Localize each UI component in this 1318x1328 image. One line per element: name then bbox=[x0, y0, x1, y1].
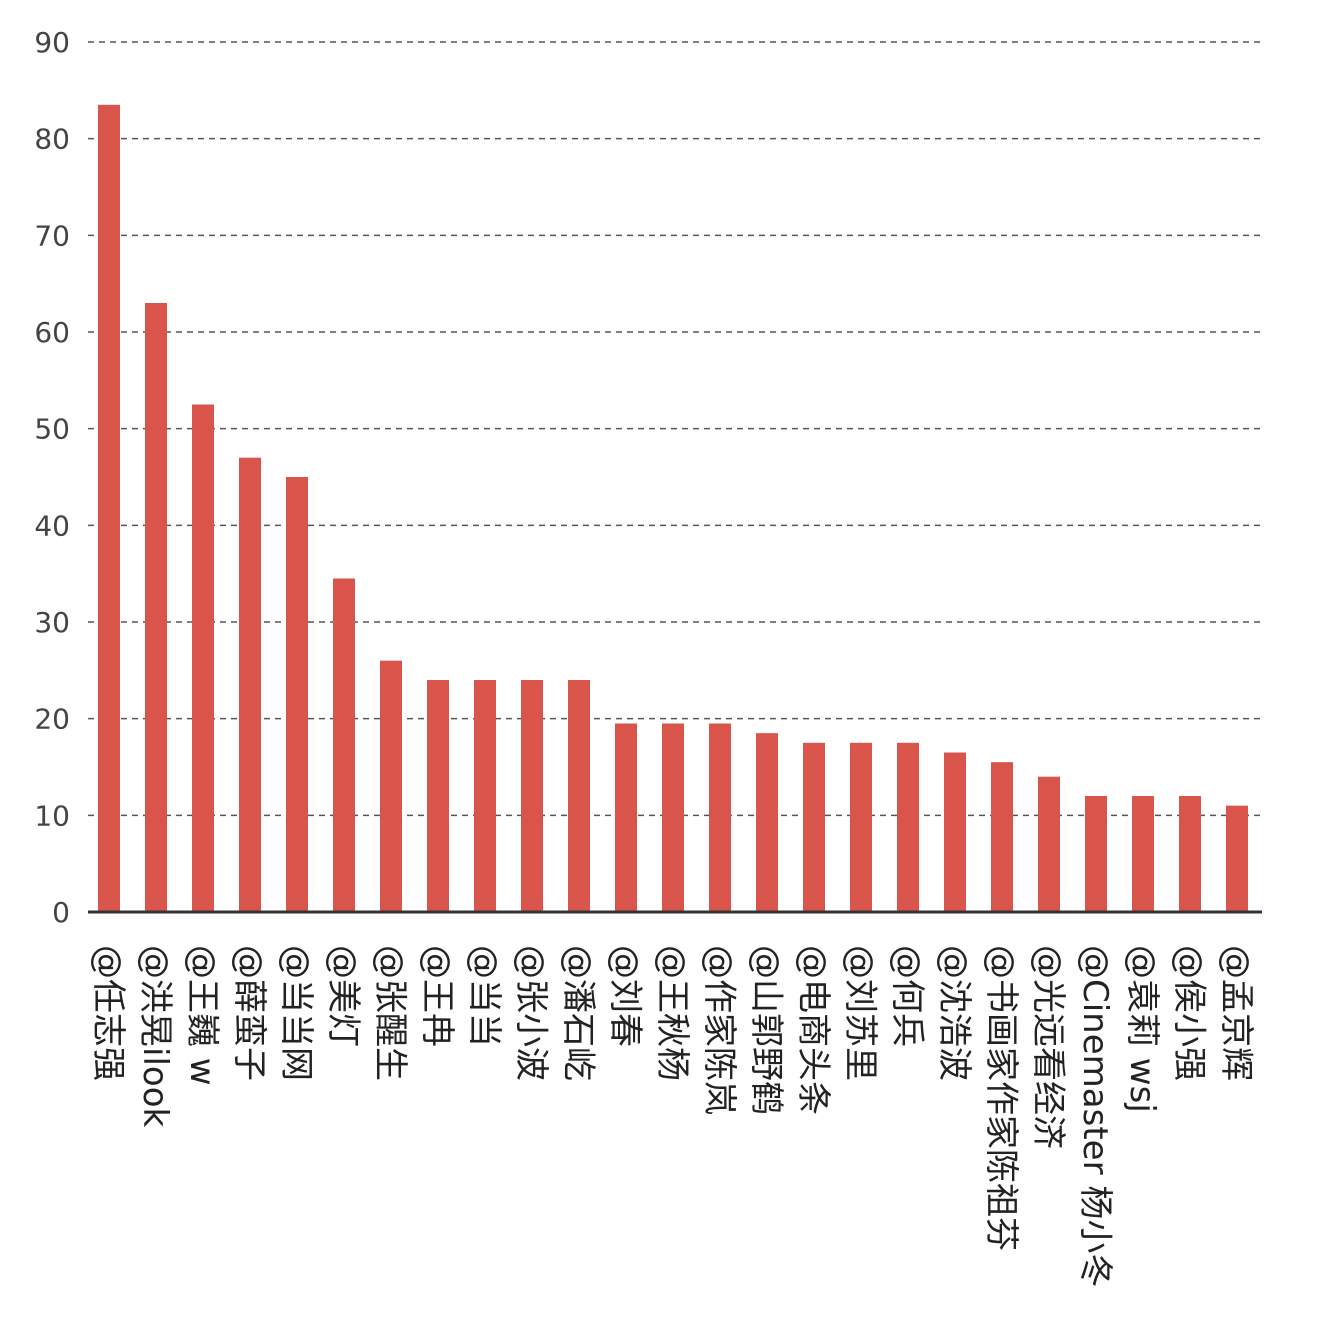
bar-9 bbox=[521, 680, 543, 912]
bar-20 bbox=[1038, 776, 1060, 912]
x-category-label: @张小波 bbox=[511, 945, 551, 1081]
x-category-label: @美灯 bbox=[323, 945, 363, 1047]
bar-10 bbox=[568, 680, 590, 912]
bar-8 bbox=[474, 680, 496, 912]
y-tick-label: 10 bbox=[34, 799, 70, 832]
x-category-label: @沈浩波 bbox=[934, 945, 974, 1081]
x-category-label: @光远看经济 bbox=[1028, 945, 1068, 1149]
x-category-label: @任志强 bbox=[88, 945, 128, 1081]
bar-21 bbox=[1085, 796, 1107, 912]
x-category-label: @王冉 bbox=[417, 945, 457, 1047]
bar-22 bbox=[1132, 796, 1154, 912]
y-tick-label: 20 bbox=[34, 703, 70, 736]
y-tick-label: 80 bbox=[34, 123, 70, 156]
y-tick-label: 30 bbox=[34, 606, 70, 639]
bar-16 bbox=[850, 742, 872, 912]
bar-19 bbox=[991, 762, 1013, 912]
bar-13 bbox=[709, 723, 731, 912]
gridlines bbox=[88, 41, 1262, 817]
x-category-label: @潘石屹 bbox=[558, 945, 598, 1081]
bar-2 bbox=[192, 404, 214, 912]
x-category-label: @当当 bbox=[464, 945, 504, 1047]
bar-11 bbox=[615, 723, 637, 912]
x-category-label: @刘春 bbox=[605, 945, 645, 1047]
bar-3 bbox=[239, 457, 261, 912]
x-category-label: @薛蛮子 bbox=[229, 945, 269, 1081]
x-category-label: @王巍 w bbox=[182, 945, 222, 1086]
x-category-label: @孟京辉 bbox=[1216, 945, 1256, 1081]
x-category-label: @电商头条 bbox=[793, 945, 833, 1115]
bar-24 bbox=[1226, 805, 1248, 912]
y-tick-label: 60 bbox=[34, 316, 70, 349]
x-category-label: @王秋杨 bbox=[652, 945, 692, 1081]
bar-4 bbox=[286, 477, 308, 912]
x-category-label: @作家陈岚 bbox=[699, 945, 739, 1115]
x-category-label: @刘苏里 bbox=[840, 945, 880, 1081]
bar-12 bbox=[662, 723, 684, 912]
bar-6 bbox=[380, 660, 402, 912]
bar-14 bbox=[756, 733, 778, 912]
y-tick-label: 0 bbox=[52, 896, 70, 929]
bar-7 bbox=[427, 680, 449, 912]
y-tick-label: 70 bbox=[34, 219, 70, 252]
bar-17 bbox=[897, 742, 919, 912]
category-labels: @任志强 @洪晃ilook @王巍 w @薛蛮子 @当当网 @美灯 @张醒生 @王冉 @当当 @张… bbox=[88, 945, 1256, 1287]
bar-18 bbox=[944, 752, 966, 912]
bar-1 bbox=[145, 303, 167, 912]
bar-5 bbox=[333, 578, 355, 912]
y-tick-label: 90 bbox=[34, 26, 70, 59]
bar-15 bbox=[803, 742, 825, 912]
x-category-label: @当当网 bbox=[276, 945, 316, 1081]
x-category-label: @Cinemaster 杨小冬 bbox=[1075, 945, 1115, 1287]
x-category-label: @何兵 bbox=[887, 945, 927, 1047]
y-tick-label: 40 bbox=[34, 509, 70, 542]
x-category-label: @洪晃ilook bbox=[135, 945, 175, 1127]
x-category-label: @侯小强 bbox=[1169, 945, 1209, 1081]
y-tick-label: 50 bbox=[34, 413, 70, 446]
x-category-label: @张醒生 bbox=[370, 945, 410, 1081]
x-category-label: @袁莉 wsj bbox=[1122, 945, 1162, 1113]
x-category-label: @书画家作家陈祖芬 bbox=[981, 945, 1021, 1251]
bar-0 bbox=[98, 104, 120, 913]
bars bbox=[98, 104, 1248, 913]
y-axis-ticks: 0 10 20 30 40 50 60 70 80 90 bbox=[34, 26, 70, 929]
bar-23 bbox=[1179, 796, 1201, 912]
x-category-label: @山郭野鹤 bbox=[746, 945, 786, 1115]
